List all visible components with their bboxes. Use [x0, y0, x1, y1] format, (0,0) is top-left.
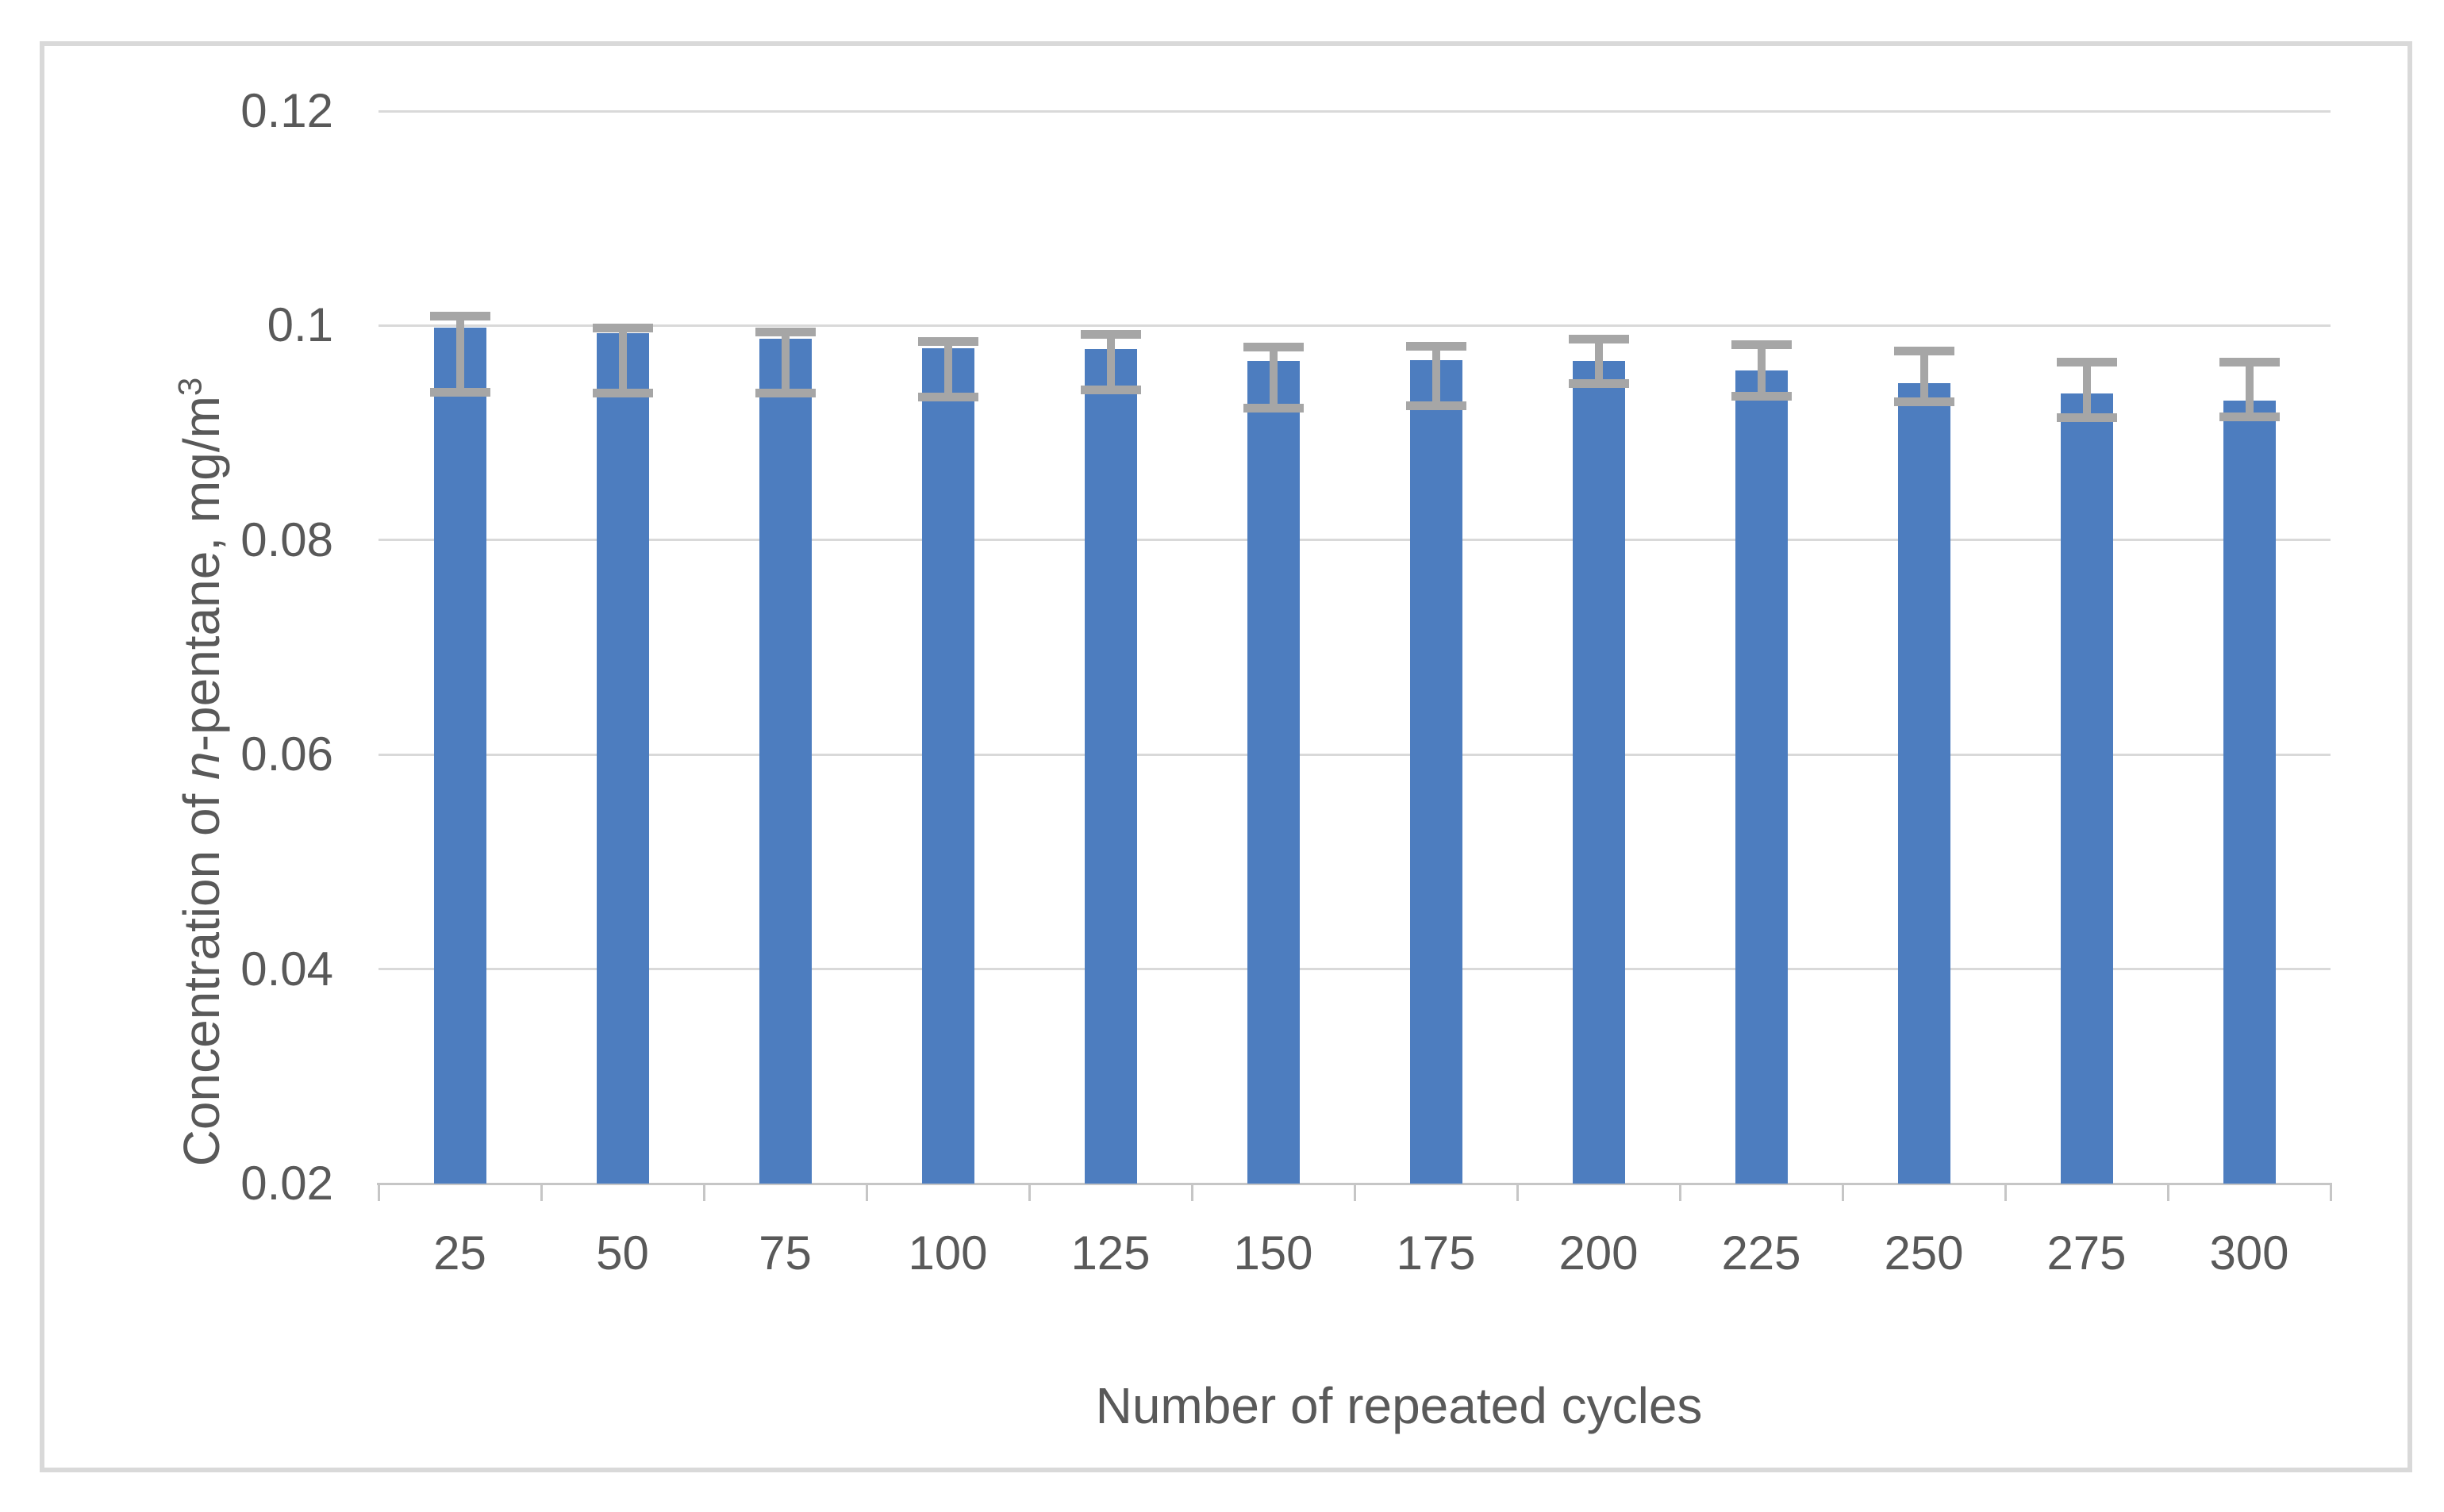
error-bar-stem	[1757, 344, 1766, 397]
error-bar-cap-top	[2219, 357, 2280, 366]
x-tick-label: 200	[1558, 1226, 1639, 1280]
error-bar-stem	[2245, 362, 2254, 417]
bar	[1735, 370, 1788, 1184]
y-tick-label: 0.08	[240, 512, 333, 566]
y-axis-title-prefix: Concentration of	[173, 779, 230, 1167]
error-bar-cap-top	[429, 311, 490, 320]
x-axis-tick	[703, 1184, 705, 1201]
chart-frame: 0.12 0.1 0.08 0.06 0.04 0.02 25 50 75 100 125 150 17…	[40, 41, 2412, 1472]
gridline	[379, 539, 2331, 542]
y-axis-title-italic-n: n	[173, 751, 230, 780]
error-bar-cap-bottom	[1243, 404, 1304, 413]
error-bar-stem	[618, 328, 627, 393]
x-axis-title-text: Number of repeated cycles	[1095, 1377, 1703, 1434]
gridline	[379, 753, 2331, 756]
bar	[759, 338, 812, 1184]
x-tick-label: 75	[759, 1226, 812, 1280]
error-bar-stem	[1919, 351, 1928, 402]
x-tick-label: 300	[2209, 1226, 2289, 1280]
error-bar-stem	[1431, 346, 1440, 406]
error-bar-cap-bottom	[1893, 397, 1954, 406]
error-bar-cap-bottom	[2219, 412, 2280, 421]
error-bar-cap-top	[1731, 340, 1792, 350]
error-bar-cap-bottom	[592, 389, 653, 398]
x-axis-tick	[1842, 1184, 1844, 1201]
x-axis-tick	[1028, 1184, 1031, 1201]
error-bar-cap-bottom	[429, 387, 490, 397]
error-bar-stem	[1594, 339, 1603, 384]
y-axis-title-suffix: -pentane, mg/m	[173, 396, 230, 752]
bar	[1572, 361, 1625, 1184]
error-bar-cap-bottom	[917, 393, 978, 402]
gridline	[379, 968, 2331, 971]
bar	[1247, 361, 1300, 1184]
x-axis-tick	[1516, 1184, 1519, 1201]
error-bar-cap-top	[1568, 335, 1629, 344]
bar	[1897, 383, 1950, 1184]
error-bar-cap-bottom	[1405, 401, 1466, 411]
y-axis-title: Concentration of n-pentane, mg/m3	[171, 377, 231, 1167]
y-tick-label: 0.06	[240, 727, 333, 781]
x-tick-label: 225	[1721, 1226, 1801, 1280]
x-tick-label: 275	[2046, 1226, 2127, 1280]
x-axis-title: Number of repeated cycles	[1096, 1376, 1703, 1435]
y-tick-label: 0.12	[240, 84, 333, 137]
error-bar-stem	[455, 316, 464, 393]
x-axis-tick	[2004, 1184, 2007, 1201]
error-bar-cap-top	[1893, 347, 1954, 356]
bar	[596, 332, 649, 1184]
y-axis-title-superscript: 3	[171, 377, 209, 397]
x-tick-label: 125	[1070, 1226, 1151, 1280]
x-tick-label: 250	[1884, 1226, 1964, 1280]
error-bar-cap-top	[592, 323, 653, 332]
x-axis-tick	[378, 1184, 380, 1201]
x-tick-label: 100	[908, 1226, 988, 1280]
bar	[1409, 359, 1462, 1184]
error-bar-cap-bottom	[1080, 386, 1141, 395]
bar	[433, 328, 486, 1184]
x-tick-label: 150	[1233, 1226, 1313, 1280]
bar	[921, 347, 974, 1184]
error-bar-cap-bottom	[755, 389, 816, 398]
y-tick-label: 0.02	[240, 1157, 333, 1210]
x-axis-tick	[2330, 1184, 2332, 1201]
gridline	[379, 324, 2331, 327]
x-axis-tick	[1679, 1184, 1681, 1201]
error-bar-stem	[1106, 334, 1115, 390]
error-bar-cap-bottom	[1568, 378, 1629, 388]
y-tick-label: 0.04	[240, 942, 333, 996]
x-axis-tick	[1191, 1184, 1193, 1201]
error-bar-cap-top	[1080, 329, 1141, 339]
error-bar-stem	[943, 341, 952, 397]
x-tick-label: 175	[1396, 1226, 1476, 1280]
error-bar-stem	[1269, 347, 1278, 409]
x-tick-label: 50	[596, 1226, 649, 1280]
bar	[2223, 401, 2276, 1184]
x-axis-tick	[2167, 1184, 2169, 1201]
error-bar-cap-top	[2056, 357, 2117, 366]
y-tick-label: 0.1	[267, 298, 333, 352]
error-bar-cap-top	[1405, 341, 1466, 351]
x-axis-tick	[540, 1184, 543, 1201]
error-bar-cap-bottom	[2056, 413, 2117, 423]
bar	[2060, 393, 2113, 1184]
x-axis-tick	[1354, 1184, 1356, 1201]
error-bar-cap-top	[1243, 342, 1304, 351]
x-axis-tick	[866, 1184, 868, 1201]
error-bar-cap-top	[755, 328, 816, 336]
error-bar-cap-bottom	[1731, 392, 1792, 401]
error-bar-stem	[2082, 362, 2091, 418]
error-bar-stem	[781, 332, 790, 393]
x-tick-label: 25	[433, 1226, 486, 1280]
bar	[1084, 349, 1137, 1184]
error-bar-cap-top	[917, 337, 978, 347]
gridline	[379, 109, 2331, 113]
